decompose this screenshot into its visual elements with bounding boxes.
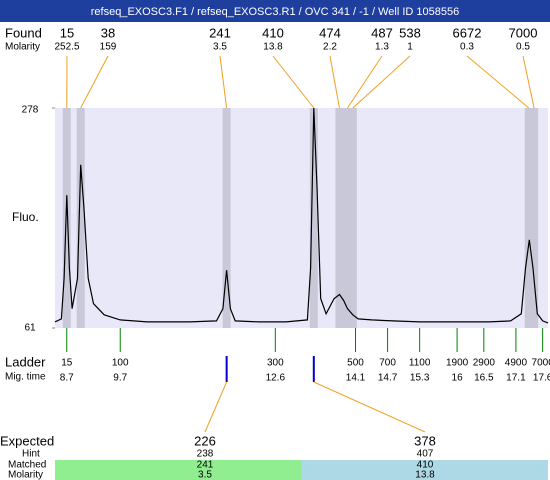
peak-band <box>62 108 71 328</box>
matched-value: 241 <box>197 460 214 471</box>
ladder-size: 4900 <box>505 358 528 369</box>
peak-size: 538 <box>399 25 421 40</box>
peak-size: 6672 <box>453 25 482 40</box>
expected-value: 226 <box>194 433 216 448</box>
peak-molarity: 13.8 <box>263 42 283 53</box>
peak-band <box>309 108 318 328</box>
ladder-size: 15 <box>61 358 73 369</box>
peak-connector <box>466 55 530 109</box>
peak-molarity: 0.3 <box>460 42 474 53</box>
ladder-label: Ladder <box>5 354 46 369</box>
ladder-size: 500 <box>347 358 364 369</box>
peak-size: 38 <box>101 25 115 40</box>
peak-size: 410 <box>262 25 284 40</box>
peak-connector <box>352 55 411 109</box>
expected-value: 378 <box>414 433 436 448</box>
peak-molarity: 159 <box>100 42 117 53</box>
ladder-mig-time: 16.5 <box>474 373 494 384</box>
peak-molarity: 1 <box>407 42 413 53</box>
y-tick-label: 61 <box>24 323 36 334</box>
ladder-mig-time: 17.1 <box>506 373 526 384</box>
matched-molarity: 13.8 <box>415 470 435 480</box>
peak-molarity: 252.5 <box>54 42 79 53</box>
peak-band <box>343 108 352 328</box>
matched-molarity: 3.5 <box>198 470 212 480</box>
peak-size: 241 <box>209 25 231 40</box>
peak-connector <box>522 55 535 109</box>
peak-band <box>335 108 344 328</box>
expected-connector <box>204 381 228 433</box>
ladder-size: 300 <box>267 358 284 369</box>
molarity-label: Molarity <box>5 42 40 53</box>
matched-value: 410 <box>417 460 434 471</box>
peak-molarity: 0.5 <box>516 42 530 53</box>
matched-bar <box>301 460 548 480</box>
peak-size: 15 <box>60 25 74 40</box>
ladder-size: 7000 <box>532 358 550 369</box>
peak-size: 487 <box>371 25 393 40</box>
ladder-mig-time: 8.7 <box>60 373 74 384</box>
ladder-mig-time: 12.6 <box>266 373 286 384</box>
peak-band <box>524 108 533 328</box>
ladder-mig-time: 15.3 <box>410 373 430 384</box>
y-label: Fluo. <box>12 210 39 224</box>
y-tick-label: 278 <box>22 105 39 116</box>
peak-size: 7000 <box>509 25 538 40</box>
ladder-mig-time: 16 <box>452 373 464 384</box>
expected-connector <box>313 381 426 433</box>
peak-connector <box>347 55 383 109</box>
ladder-mig-time: 14.1 <box>346 373 366 384</box>
plot-area <box>55 108 548 328</box>
hint-value: 407 <box>417 449 434 460</box>
trace <box>54 107 549 324</box>
title: refseq_EXOSC3.F1 / refseq_EXOSC3.R1 / OV… <box>91 6 459 18</box>
peak-band <box>76 108 85 328</box>
peak-band <box>530 108 539 328</box>
peak-connector <box>329 55 340 109</box>
peak-connector <box>219 55 228 109</box>
ladder-size: 1100 <box>409 358 431 369</box>
ladder-size: 2900 <box>473 358 496 369</box>
expected-molarity-label: Molarity <box>8 470 43 480</box>
peak-band <box>222 108 231 328</box>
peak-band <box>348 108 357 328</box>
hint-label: Hint <box>22 449 40 460</box>
hint-value: 238 <box>197 449 214 460</box>
peak-size: 474 <box>319 25 341 40</box>
peak-molarity: 1.3 <box>375 42 389 53</box>
peak-connector <box>272 55 315 109</box>
title-bar <box>0 0 550 22</box>
mig-time-label: Mig. time <box>5 372 46 383</box>
peak-molarity: 3.5 <box>213 42 227 53</box>
ladder-size: 700 <box>379 358 396 369</box>
peak-molarity: 2.2 <box>323 42 337 53</box>
expected-label: Expected <box>0 433 54 448</box>
matched-label: Matched <box>8 460 46 471</box>
ladder-size: 1900 <box>446 358 469 369</box>
found-label: Found <box>5 25 42 40</box>
ladder-size: 100 <box>112 358 129 369</box>
ladder-mig-time: 17.6 <box>533 373 550 384</box>
ladder-mig-time: 14.7 <box>378 373 398 384</box>
matched-bar <box>55 460 302 480</box>
ladder-mig-time: 9.7 <box>113 373 127 384</box>
peak-connector <box>80 55 109 109</box>
